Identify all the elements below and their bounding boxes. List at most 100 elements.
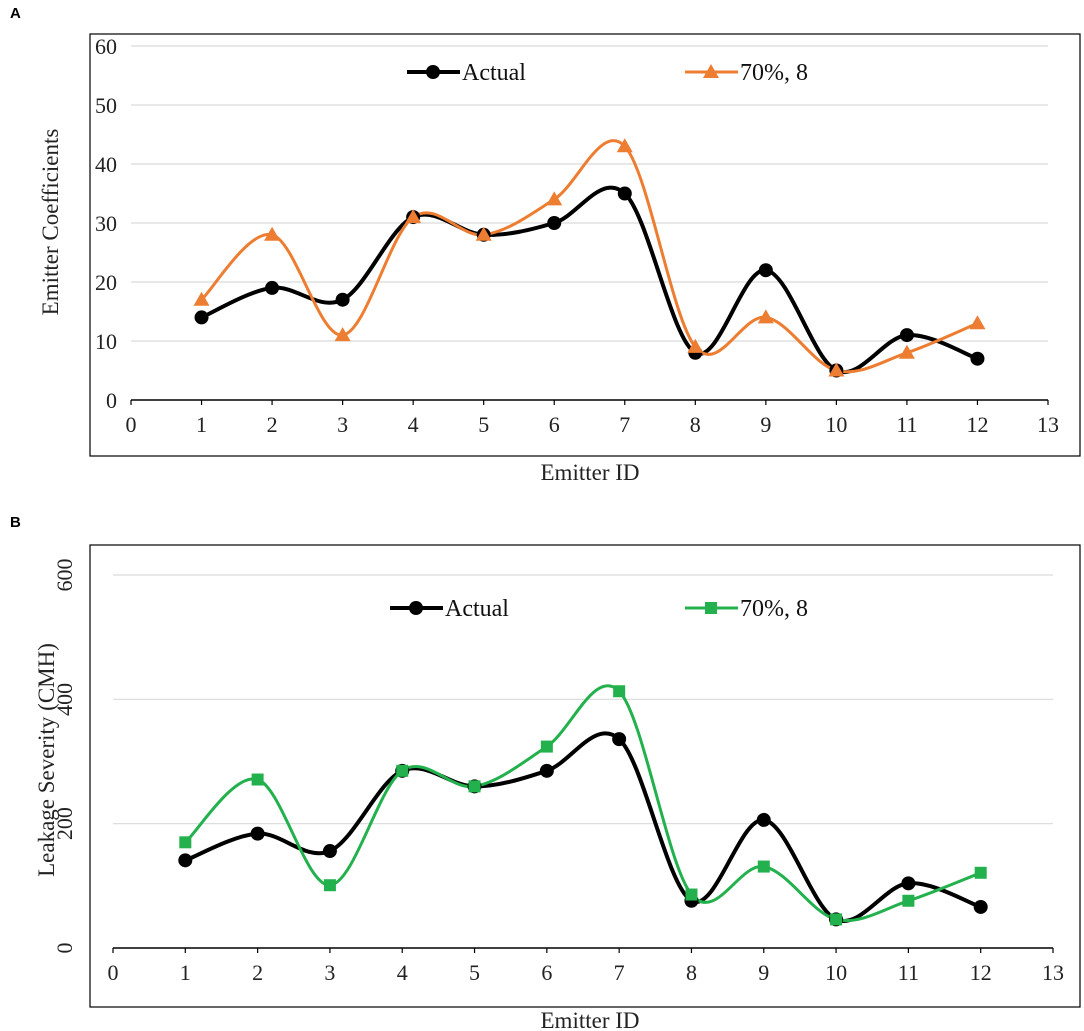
data-point-actual: [899, 328, 914, 343]
panel-a-x-ticks: 0 1 2 3 4 5 6 7 8 9 10 11 12 13: [126, 400, 1059, 437]
data-point-actual: [265, 280, 280, 295]
data-point-70pct: [685, 888, 698, 901]
panel-b-label: B: [10, 514, 21, 531]
y-tick-label: 200: [52, 807, 77, 840]
x-tick-label: 3: [324, 960, 335, 985]
x-tick-label: 5: [478, 412, 489, 437]
y-tick-label: 0: [52, 943, 77, 954]
data-point-70pct: [616, 138, 633, 153]
data-point-70pct: [830, 913, 843, 926]
data-point-actual: [973, 899, 988, 914]
y-tick-label: 50: [95, 93, 117, 118]
panel-a-series: [193, 138, 986, 378]
data-point-actual: [758, 263, 773, 278]
x-tick-label: 10: [825, 960, 847, 985]
data-point-70pct: [251, 773, 264, 786]
x-tick-label: 7: [614, 960, 625, 985]
data-point-actual: [539, 763, 554, 778]
data-point-actual: [547, 216, 562, 230]
data-point-70pct: [902, 894, 915, 907]
panel-b-frame: [89, 544, 1081, 1008]
x-tick-label: 8: [690, 412, 701, 437]
data-point-actual: [335, 292, 350, 307]
y-tick-label: 0: [106, 388, 117, 413]
x-tick-label: 1: [180, 960, 191, 985]
series-line-actual: [200, 185, 979, 375]
x-tick-label: 4: [408, 412, 419, 437]
x-tick-label: 9: [760, 412, 771, 437]
panel-a-frame: [89, 33, 1081, 457]
panel-b-series: [178, 684, 988, 927]
legend-70pct-label: 70%, 8: [740, 596, 808, 622]
panel-b-x-ticks: 0 1 2 3 4 5 6 7 8 9 10 11 12 13: [108, 948, 1064, 985]
x-tick-label: 11: [896, 412, 917, 437]
x-tick-label: 12: [970, 960, 992, 985]
x-tick-label: 2: [267, 412, 278, 437]
panel-a-gridlines: [131, 45, 1048, 342]
legend-70pct-label: 70%, 8: [740, 60, 808, 86]
x-tick-label: 0: [108, 960, 119, 985]
x-tick-label: 12: [966, 412, 988, 437]
panel-b-y-axis-title: Leakage Severity (CMH): [34, 643, 59, 877]
data-point-actual: [617, 186, 632, 201]
panel-a-legend: Actual 70%, 8: [407, 60, 808, 86]
x-tick-label: 7: [619, 412, 630, 437]
legend-actual-marker: [409, 601, 423, 615]
x-tick-label: 13: [1042, 960, 1064, 985]
y-tick-label: 600: [52, 559, 77, 592]
x-tick-label: 13: [1037, 412, 1059, 437]
data-point-70pct: [179, 836, 192, 849]
panel-a-y-ticks: 0 10 20 30 40 50 60: [95, 34, 117, 413]
x-tick-label: 8: [686, 960, 697, 985]
legend-actual-label: Actual: [462, 60, 526, 86]
data-point-70pct: [898, 344, 915, 359]
x-tick-label: 6: [549, 412, 560, 437]
data-point-70pct: [687, 338, 704, 353]
data-point-70pct: [334, 327, 351, 342]
x-tick-label: 1: [196, 412, 207, 437]
data-point-70pct: [974, 866, 987, 879]
data-point-70pct: [540, 740, 553, 753]
series-line-actual: [184, 731, 982, 923]
legend-70pct-marker: [703, 64, 719, 78]
data-point-70pct: [323, 879, 336, 892]
data-point-70pct: [613, 685, 626, 698]
data-point-70pct: [468, 780, 481, 793]
y-tick-label: 20: [95, 270, 117, 295]
data-point-70pct: [757, 860, 770, 873]
x-tick-label: 5: [469, 960, 480, 985]
x-tick-label: 0: [126, 412, 137, 437]
data-point-actual: [322, 844, 337, 859]
data-point-actual: [178, 853, 193, 868]
x-tick-label: 11: [898, 960, 919, 985]
y-tick-label: 60: [95, 34, 117, 59]
data-point-70pct: [405, 209, 422, 224]
data-point-70pct: [193, 291, 210, 306]
y-tick-label: 400: [52, 683, 77, 716]
y-tick-label: 40: [95, 152, 117, 177]
x-tick-label: 9: [758, 960, 769, 985]
data-point-70pct: [828, 362, 845, 377]
series-line-70pct: [184, 684, 982, 923]
panel-b-gridlines: [113, 574, 1053, 825]
data-point-actual: [970, 351, 985, 366]
y-tick-label: 10: [95, 329, 117, 354]
y-tick-label: 30: [95, 211, 117, 236]
data-point-70pct: [757, 309, 774, 324]
data-point-70pct: [969, 315, 986, 330]
data-point-actual: [194, 310, 209, 325]
data-point-70pct: [546, 191, 563, 206]
x-tick-label: 6: [541, 960, 552, 985]
data-point-actual: [250, 826, 265, 841]
panel-b-x-axis-title: Emitter ID: [541, 1008, 640, 1031]
x-tick-label: 2: [252, 960, 263, 985]
series-line-70pct: [200, 139, 979, 374]
x-tick-label: 3: [337, 412, 348, 437]
panel-b-legend: Actual 70%, 8: [390, 596, 808, 622]
data-point-actual: [901, 876, 916, 891]
x-tick-label: 4: [397, 960, 408, 985]
x-tick-label: 10: [825, 412, 847, 437]
